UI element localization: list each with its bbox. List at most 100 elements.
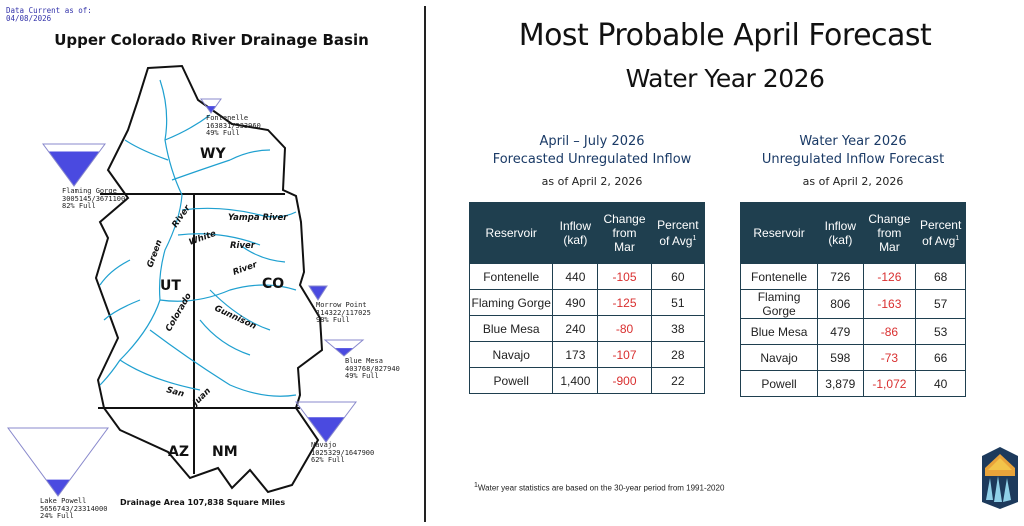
table-row: Flaming Gorge 806 -163 57 — [739, 289, 966, 319]
left-table-heading-2: Forecasted Unregulated Inflow — [492, 152, 692, 167]
cell-percent: 68 — [915, 263, 966, 290]
right-forecast-table: Reservoir Inflow (kaf) Change from Mar Perc… — [739, 202, 966, 397]
reservoir-outline-morrow-point — [308, 285, 328, 301]
table-row: Powell 1,400 -900 22 — [468, 367, 706, 394]
table-row: Navajo 598 -73 66 — [739, 344, 966, 371]
reservoir-outline-fontenelle — [200, 98, 222, 114]
cell-change: -105 — [597, 263, 652, 290]
reservoir-outline-blue-mesa — [323, 339, 365, 357]
reservoir-fill-blue-mesa — [334, 348, 354, 356]
reservoir-outline-flaming-gorge — [42, 143, 106, 187]
footnote: 1Water year statistics are based on the … — [474, 482, 725, 493]
reservoir-fill-flaming-gorge — [48, 151, 100, 186]
left-forecast-table: Reservoir Inflow (kaf) Change from Mar Perc… — [468, 202, 706, 394]
state-label-wy: WY — [200, 146, 226, 162]
table-header-row: Reservoir Inflow (kaf) Change from Mar Perc… — [468, 202, 706, 264]
cell-inflow: 1,400 — [552, 367, 599, 394]
col-change: Change from Mar — [862, 202, 917, 264]
left-table-as-of: as of April 2, 2026 — [541, 175, 643, 188]
cell-reservoir: Flaming Gorge — [468, 289, 554, 316]
cell-change: -73 — [862, 344, 917, 371]
cell-change: -107 — [597, 341, 652, 368]
panel-divider — [424, 6, 426, 522]
table-header-row: Reservoir Inflow (kaf) Change from Mar Perc… — [739, 202, 966, 264]
cell-inflow: 806 — [817, 289, 864, 319]
river-label-yampa: Yampa River — [228, 213, 288, 223]
state-label-nm: NM — [212, 444, 238, 460]
col-inflow: Inflow (kaf) — [552, 202, 599, 264]
cell-change: -163 — [862, 289, 917, 319]
reservoir-fill-morrow-point — [309, 286, 327, 300]
cell-percent: 28 — [650, 341, 706, 368]
reservoir-label-lake-powell: Lake Powell 5656743/23314000 24% Full — [40, 497, 108, 520]
cell-reservoir: Fontenelle — [739, 263, 819, 290]
data-current-label: Data Current as of: 04/08/2026 — [6, 6, 92, 23]
cell-change: -126 — [862, 263, 917, 290]
cell-reservoir: Powell — [739, 370, 819, 397]
cell-change: -80 — [597, 315, 652, 342]
table-row: Navajo 173 -107 28 — [468, 341, 706, 368]
cell-inflow: 173 — [552, 341, 599, 368]
right-table-heading: Water Year 2026 Unregulated Inflow Forec… — [740, 133, 966, 188]
cell-percent: 51 — [650, 289, 706, 316]
data-current-date: 04/08/2026 — [6, 14, 52, 23]
reservoir-label-fontenelle: Fontenelle 163831/333960 49% Full — [206, 114, 261, 137]
reservoir-fill-lake-powell — [46, 479, 70, 496]
basin-map-panel: Data Current as of: 04/08/2026 Upper Colo… — [0, 0, 423, 526]
cell-change: -86 — [862, 318, 917, 345]
forecast-panel: Most Probable April Forecast Water Year … — [426, 0, 1024, 526]
cell-percent: 57 — [915, 289, 966, 319]
cell-reservoir: Fontenelle — [468, 263, 554, 290]
state-label-az: AZ — [168, 444, 189, 460]
table-row: Powell 3,879 -1,072 40 — [739, 370, 966, 397]
forecast-subtitle: Water Year 2026 — [625, 64, 825, 93]
cell-reservoir: Blue Mesa — [468, 315, 554, 342]
cell-inflow: 3,879 — [817, 370, 864, 397]
table-row: Blue Mesa 240 -80 38 — [468, 315, 706, 342]
table-row: Fontenelle 726 -126 68 — [739, 263, 966, 290]
col-percent: Percent of Avg1 — [915, 202, 966, 264]
river-network — [99, 79, 297, 397]
reservoir-fill-navajo — [307, 417, 345, 442]
cell-inflow: 240 — [552, 315, 599, 342]
cell-percent: 53 — [915, 318, 966, 345]
cell-inflow: 726 — [817, 263, 864, 290]
reservoir-label-blue-mesa: Blue Mesa 403768/827940 49% Full — [345, 357, 400, 380]
cell-reservoir: Flaming Gorge — [739, 289, 819, 319]
reservoir-label-morrow-point: Morrow Point 114322/117025 98% Full — [316, 301, 371, 324]
left-table-heading-1: April – July 2026 — [539, 134, 645, 149]
col-change: Change from Mar — [597, 202, 652, 264]
cell-change: -900 — [597, 367, 652, 394]
state-label-ut: UT — [160, 278, 181, 294]
table-row: Blue Mesa 479 -86 53 — [739, 318, 966, 345]
col-reservoir: Reservoir — [468, 202, 554, 264]
reservoir-label-flaming-gorge: Flaming Gorge 3005145/3671100 82% Full — [62, 187, 126, 210]
forecast-title: Most Probable April Forecast — [518, 18, 932, 53]
right-table-heading-1: Water Year 2026 — [799, 134, 907, 149]
cell-reservoir: Navajo — [739, 344, 819, 371]
cell-percent: 40 — [915, 370, 966, 397]
right-table-as-of: as of April 2, 2026 — [802, 175, 904, 188]
cell-reservoir: Powell — [468, 367, 554, 394]
cell-percent: 66 — [915, 344, 966, 371]
cell-reservoir: Navajo — [468, 341, 554, 368]
river-label-white-river: River — [230, 241, 256, 251]
table-row: Flaming Gorge 490 -125 51 — [468, 289, 706, 316]
cell-percent: 60 — [650, 263, 706, 290]
cell-inflow: 490 — [552, 289, 599, 316]
reservoir-fill-fontenelle — [206, 106, 216, 113]
cell-percent: 38 — [650, 315, 706, 342]
basin-outline — [94, 64, 324, 494]
reservoir-outline-navajo — [295, 401, 357, 443]
col-percent: Percent of Avg1 — [650, 202, 706, 264]
cell-change: -125 — [597, 289, 652, 316]
left-table-heading: April – July 2026 Forecasted Unregulated… — [470, 133, 714, 188]
drainage-area-label: Drainage Area 107,838 Square Miles — [120, 498, 286, 507]
reservoir-label-navajo: Navajo 1025329/1647900 62% Full — [311, 441, 375, 464]
table-row: Fontenelle 440 -105 60 — [468, 263, 706, 290]
basin-map: WY UT CO AZ NM Yampa River White River G… — [7, 64, 365, 497]
river-label-san: San — [165, 385, 185, 399]
cell-inflow: 598 — [817, 344, 864, 371]
cell-inflow: 479 — [817, 318, 864, 345]
col-inflow: Inflow (kaf) — [817, 202, 864, 264]
